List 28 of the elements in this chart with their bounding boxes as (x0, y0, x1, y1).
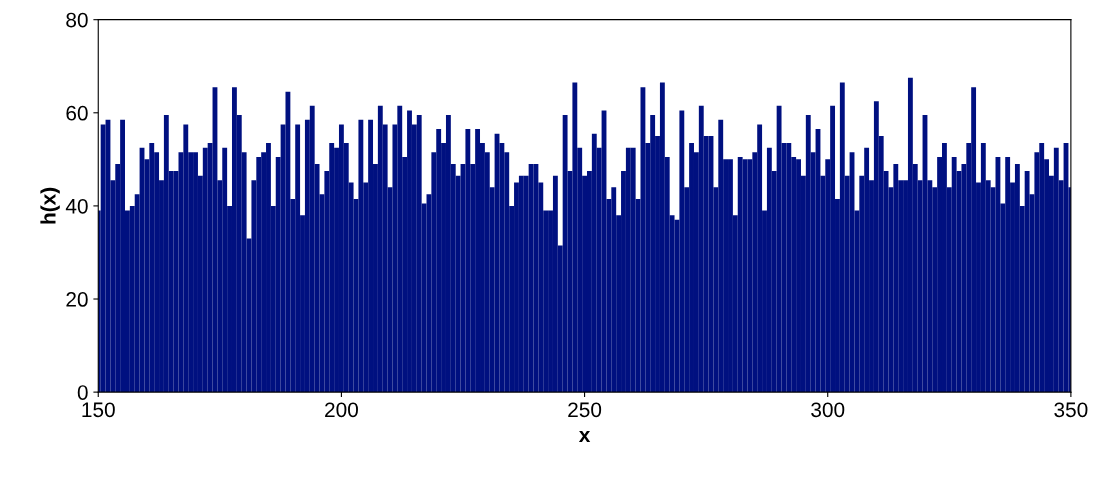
bar (776, 105, 782, 393)
bar (786, 143, 792, 393)
x-tick-label: 250 (568, 402, 602, 418)
bar (630, 147, 636, 393)
bar (679, 110, 685, 393)
bar (465, 129, 471, 393)
x-tick-label: 200 (325, 402, 358, 418)
bar (737, 157, 743, 393)
y-tick-label: 20 (66, 292, 88, 307)
bar (358, 119, 364, 393)
y-tick-label: 0 (77, 385, 88, 400)
x-tick-label: 300 (811, 402, 845, 418)
x-axis-title: x (578, 430, 591, 442)
bar (528, 164, 534, 393)
bar (951, 157, 957, 393)
x-tick-label: 350 (1054, 402, 1088, 418)
y-tick-label: 40 (65, 198, 88, 214)
bar (100, 124, 106, 393)
x-tick-label: 150 (82, 402, 115, 418)
bar (893, 164, 899, 393)
y-axis-title: h(x) (40, 187, 60, 224)
bar (1024, 170, 1030, 393)
y-tick-label: 80 (66, 12, 88, 28)
bar (562, 115, 568, 393)
bar (640, 87, 646, 393)
bar (285, 91, 291, 393)
bar (572, 82, 578, 393)
y-tick-label: 60 (66, 105, 88, 121)
